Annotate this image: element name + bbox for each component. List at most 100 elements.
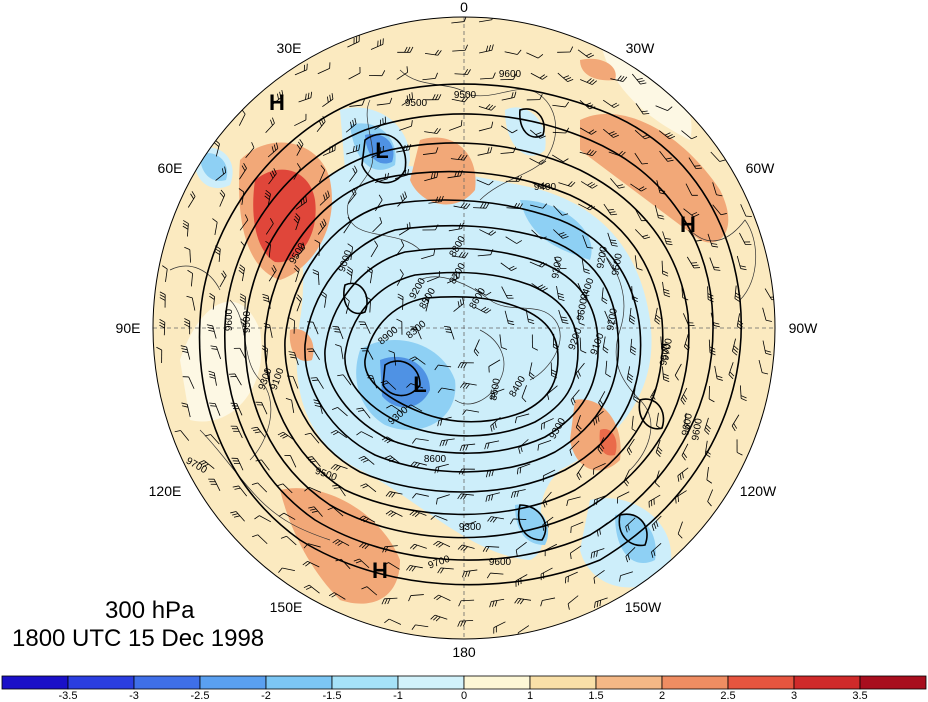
wind-barb [254, 515, 272, 523]
wind-barb [485, 468, 501, 478]
wind-barb [422, 147, 439, 155]
wind-barb [238, 188, 245, 205]
wind-barb [709, 257, 721, 271]
wind-barb [320, 291, 327, 308]
wind-barb [293, 163, 301, 180]
wind-barb [484, 440, 500, 450]
wind-barb [674, 363, 682, 381]
wind-barb [605, 360, 611, 378]
wind-barb [626, 438, 635, 456]
wind-barb [630, 338, 637, 356]
wind-barb [556, 285, 565, 301]
wind-barb [277, 483, 293, 494]
wind-barb [661, 260, 669, 277]
wind-barb [625, 547, 636, 563]
contour-label: 9200 [605, 307, 620, 331]
wind-barb [424, 49, 442, 56]
wind-barb [317, 218, 327, 235]
colorbar-swatch [661, 675, 729, 690]
wind-barb [577, 49, 595, 58]
wind-barb [579, 127, 597, 135]
wind-barb [593, 494, 607, 506]
wind-barb [252, 534, 268, 545]
wind-barb [347, 243, 353, 261]
wind-barb [219, 270, 227, 288]
wind-barb [365, 296, 371, 313]
wind-barb [361, 586, 378, 596]
wind-barb [450, 154, 468, 161]
wind-barb [394, 169, 410, 180]
wind-barb [263, 323, 273, 338]
wind-barb [459, 382, 477, 389]
colorbar-swatch [397, 675, 465, 690]
wind-barb [174, 430, 190, 441]
colorbar-swatch [859, 675, 927, 690]
wind-barb [156, 346, 163, 363]
wind-barb [758, 359, 769, 375]
contour-label: 9200 [595, 245, 610, 269]
wind-barb [255, 459, 270, 471]
wind-barb [625, 517, 636, 533]
wind-barb [731, 414, 740, 432]
wind-barb [565, 571, 578, 584]
wind-barb [577, 283, 590, 296]
colorbar-tick-label: -3.5 [59, 690, 78, 702]
wind-barb [401, 92, 413, 106]
wind-barb [529, 129, 546, 139]
wind-barb [478, 121, 494, 132]
contour-label: 9400 [534, 182, 557, 193]
wind-barb [397, 293, 404, 310]
wind-barb [631, 73, 647, 85]
wind-barb [206, 324, 217, 339]
wind-barb [278, 512, 296, 520]
longitude-label: 90E [116, 320, 141, 336]
wind-barb [570, 545, 582, 560]
wind-barb [397, 191, 407, 207]
wind-barb [458, 599, 475, 607]
wind-barb [396, 66, 408, 80]
colorbar-swatch [727, 675, 795, 690]
anomaly-neutral-patch [180, 301, 262, 422]
wind-barb [577, 309, 585, 326]
wind-barb [610, 75, 628, 82]
wind-barb [437, 567, 454, 574]
anomaly-warm-mid [289, 329, 314, 362]
wind-barb [601, 287, 608, 305]
wind-barb [762, 307, 772, 322]
wind-barb [500, 146, 517, 154]
wind-barb [284, 454, 297, 468]
wind-barb [521, 385, 527, 403]
wind-barb [335, 558, 351, 570]
wind-barb [215, 166, 227, 181]
wind-barb [677, 521, 683, 539]
wind-barb [544, 543, 557, 557]
wind-barb [162, 265, 168, 282]
wind-barb [505, 236, 523, 244]
wind-barb [552, 101, 569, 108]
wind-barb [712, 204, 727, 216]
wind-barb [633, 386, 640, 403]
contour-label: 9500 [242, 310, 253, 333]
wind-barb [531, 283, 548, 292]
wind-barb [425, 94, 442, 101]
wind-barb [448, 222, 464, 232]
wind-barb [580, 78, 598, 85]
wind-barb [504, 49, 522, 55]
wind-barb [656, 180, 666, 195]
anomaly-warm-mid [580, 58, 616, 81]
wind-barb [262, 293, 271, 309]
contour-label: 8600 [424, 454, 447, 465]
wind-barb [422, 72, 438, 81]
anomaly-cold-region [296, 164, 652, 560]
map-disk [153, 17, 775, 639]
wind-barb [268, 168, 277, 185]
wind-barb [239, 162, 247, 180]
wind-barb [255, 401, 268, 415]
wind-barb [488, 359, 501, 373]
wind-barb [736, 255, 747, 271]
wind-barb [198, 460, 215, 469]
wind-barb [337, 374, 352, 386]
height-contours [198, 83, 742, 586]
wind-barb [479, 229, 497, 236]
